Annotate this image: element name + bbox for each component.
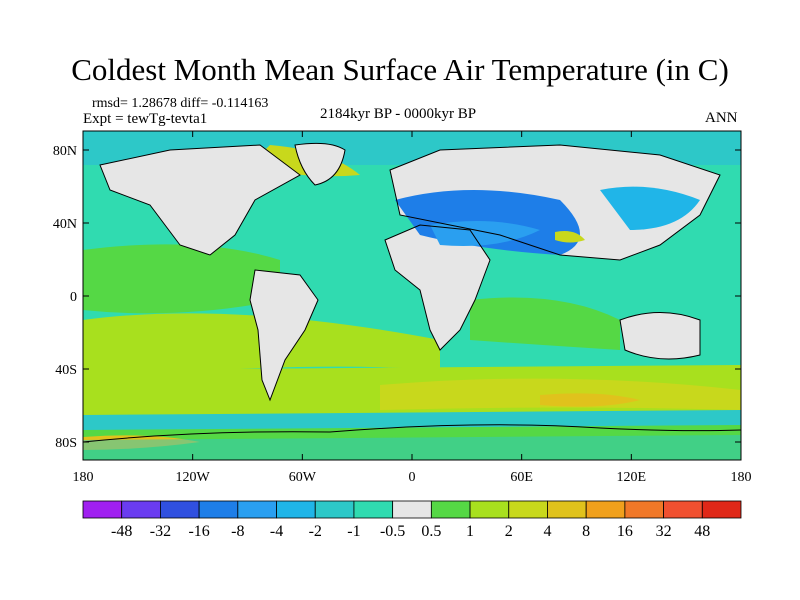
colorbar-swatch — [508, 500, 548, 519]
lon-tick-label: 180 — [731, 470, 752, 485]
colorbar-swatch — [469, 500, 510, 519]
east-asia-anomaly — [600, 186, 700, 230]
colorbar-label: 16 — [617, 523, 633, 540]
colorbar-label: -1 — [347, 523, 360, 540]
colorbar-swatch — [701, 500, 742, 519]
southern-ocean-warm-spot — [540, 393, 640, 407]
colorbar-swatch — [353, 500, 394, 519]
lon-tick-label: 0 — [409, 470, 416, 485]
tibet-warm-spot — [555, 231, 585, 243]
colorbar-label: 4 — [543, 523, 551, 540]
lon-tick-label: 60E — [510, 470, 533, 485]
antarctic-margin-cool-band — [83, 410, 741, 430]
africa-land — [385, 225, 490, 350]
north-america-land — [100, 145, 300, 255]
colorbar-label: -16 — [188, 523, 209, 540]
colorbar-label: -32 — [150, 523, 171, 540]
lat-tick-label: 80S — [55, 436, 77, 451]
colorbar: -48 -32 -16 -8 -4 -2 -1 -0.5 0.5 1 2 4 8 16 32 48 — [82, 500, 742, 540]
map-title: Coldest Month Mean Surface Air Temperatu… — [71, 52, 729, 87]
colorbar-label: 8 — [582, 523, 590, 540]
indian-ocean-patch — [470, 297, 620, 350]
colorbar-swatch — [276, 500, 316, 519]
colorbar-swatch — [237, 500, 277, 519]
colorbar-swatch — [121, 500, 161, 519]
colorbar-swatch — [430, 500, 471, 519]
lat-tick-label: 80N — [53, 144, 77, 159]
colorbar-label: -8 — [231, 523, 244, 540]
colorbar-swatch — [82, 500, 123, 519]
colorbar-swatch — [547, 500, 587, 519]
experiment-label: Expt = tewTg-tevta1 — [83, 111, 208, 127]
colorbar-label: -0.5 — [380, 523, 405, 540]
colorbar-swatch — [314, 500, 355, 519]
colorbar-label: -48 — [111, 523, 132, 540]
lon-tick-label: 120E — [617, 470, 647, 485]
lon-tick-label: 120W — [176, 470, 211, 485]
south-america-land — [250, 270, 318, 400]
lat-tick-label: 0 — [70, 290, 77, 305]
colorbar-label: 48 — [694, 523, 710, 540]
colorbar-label: 2 — [505, 523, 513, 540]
lat-tick-label: 40N — [53, 217, 77, 232]
greenland-land — [295, 143, 345, 185]
lon-tick-label: 60W — [289, 470, 317, 485]
colorbar-label: 32 — [656, 523, 672, 540]
coastlines — [83, 142, 741, 443]
axis-ticks: 80N 40N 0 40S 80S 180 120W 60W 0 60E 120E 180 — [53, 131, 752, 485]
stats-label: rmsd= 1.28678 diff= -0.114163 — [92, 96, 269, 111]
colorbar-label: 1 — [466, 523, 474, 540]
australia-land — [620, 312, 700, 359]
central-asia-anomaly — [430, 221, 540, 246]
lat-tick-label: 40S — [55, 363, 77, 378]
antarctica-land — [83, 435, 741, 460]
colorbar-swatch — [585, 500, 626, 519]
lon-tick-label: 180 — [73, 470, 94, 485]
colorbar-swatch — [198, 500, 239, 519]
colorbar-swatch — [663, 500, 703, 519]
colorbar-label: -2 — [309, 523, 322, 540]
plot-area — [83, 131, 741, 460]
colorbar-swatch — [624, 500, 664, 519]
colorbar-swatch — [392, 500, 432, 519]
period-label: 2184kyr BP - 0000kyr BP — [320, 106, 477, 122]
tropical-pacific-patch — [83, 244, 280, 314]
colorbar-swatch — [160, 500, 200, 519]
colorbar-label: -4 — [270, 523, 283, 540]
colorbar-label: 0.5 — [421, 523, 441, 540]
season-label: ANN — [705, 110, 738, 126]
